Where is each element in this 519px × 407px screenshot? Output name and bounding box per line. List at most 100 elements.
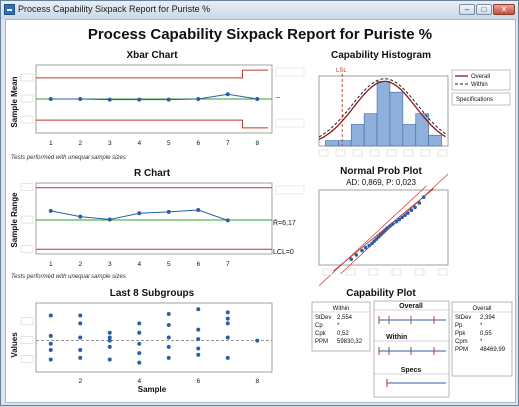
title-bar[interactable]: Process Capability Sixpack Report for Pu… (1, 1, 518, 19)
subgroups-xtick-label: 8 (255, 378, 259, 385)
normplot-point (367, 243, 371, 248)
subgroups-point (78, 321, 83, 326)
subgroups-point (166, 344, 171, 349)
subgroups-point (255, 338, 260, 343)
rchart-point (166, 209, 171, 214)
stat-label-ppm: PPM (455, 347, 468, 353)
within-stats-header: Within (333, 306, 350, 312)
stat-value-cpm: * (480, 339, 483, 345)
cap-panel-specs-label: Specs (401, 367, 422, 374)
minimize-button[interactable]: – (459, 4, 475, 15)
stat-value-stdev: 2,394 (480, 315, 496, 321)
subgroups-ytick-box (20, 317, 34, 326)
rchart-ylabel: Sample Range (10, 192, 19, 248)
xbar-test-note: Tests performed with unequal sample size… (11, 155, 126, 161)
histogram-legend-box (451, 69, 511, 91)
normplot-point (409, 208, 414, 212)
subgroups-point (78, 355, 83, 360)
subgroups-point (137, 330, 142, 335)
rchart-xtick-label: 4 (137, 261, 141, 268)
normplot-xtick-box (437, 268, 448, 276)
subgroups-point (166, 335, 171, 340)
histogram-marks (318, 74, 446, 147)
histogram-xtick-box (420, 149, 431, 157)
subgroups-point (225, 316, 230, 321)
subgroups-point (225, 335, 230, 340)
rchart-ytick-box (20, 245, 34, 253)
subgroups-point (107, 338, 112, 343)
subgroups-point (196, 352, 201, 357)
histogram-xtick-box (352, 149, 363, 157)
normplot-point (400, 215, 404, 220)
normplot-point (394, 219, 399, 224)
capability-title: Capability Plot (346, 288, 416, 299)
xbar-point (137, 97, 142, 102)
xbar-point (255, 97, 260, 101)
stat-value-ppm: 48469,99 (480, 347, 506, 353)
subgroups-marks (36, 307, 272, 365)
subgroups-point (137, 351, 142, 356)
subgroups-title: Last 8 Subgroups (110, 288, 195, 299)
subgroups-point (137, 321, 142, 326)
xbar-xtick-label: 6 (196, 140, 200, 147)
histogram-xtick-box (318, 149, 329, 157)
stat-value-ppk: 0,55 (480, 331, 492, 337)
stat-value-ppm: 59830,32 (337, 339, 363, 345)
subgroups-ytick-box (20, 336, 34, 344)
subgroups-point (48, 357, 53, 362)
maximize-button[interactable]: □ (476, 4, 492, 15)
xbar-ytick-box (20, 94, 34, 103)
xbar-point (225, 92, 230, 97)
normplot-point (421, 195, 426, 200)
subgroups-point (48, 341, 53, 346)
xbar-point (48, 97, 53, 101)
normplot-marks (318, 173, 449, 286)
histogram-lsl-label: LSL (336, 68, 347, 74)
legend-within-label: Within (471, 82, 488, 88)
report-canvas: Process Capability Sixpack Report for Pu… (5, 19, 516, 403)
stat-value-cp: * (337, 323, 340, 329)
subgroups-point (48, 313, 53, 318)
normplot-point (354, 253, 359, 257)
xbar-xtick-label: 2 (78, 140, 82, 147)
histogram-x-ticks (318, 149, 448, 157)
subgroups-ytick-box (20, 355, 34, 363)
specifications-box (451, 92, 511, 106)
rchart-ucl-label-box (275, 185, 305, 195)
xbar-point (166, 97, 171, 102)
normplot-xtick-box (391, 268, 402, 276)
normplot-point (388, 224, 392, 228)
subgroups-xtick-label: 6 (196, 378, 200, 385)
subgroups-point (225, 355, 230, 360)
stat-value-cpk: 0,52 (337, 331, 349, 337)
stat-label-pp: Pp (455, 323, 463, 329)
xbar-xtick-label: 5 (167, 140, 171, 147)
close-button[interactable]: ✕ (493, 4, 515, 15)
normplot-plot-area (318, 189, 449, 266)
xbar-series-line (50, 93, 258, 101)
subgroups-point (196, 307, 201, 312)
subgroups-point (166, 322, 171, 327)
report-title: Process Capability Sixpack Report for Pu… (88, 26, 432, 43)
rchart-marks (36, 187, 272, 250)
normplot-point (391, 222, 395, 226)
stat-label-cpm: Cpm (455, 339, 468, 345)
subgroups-y-ticks (20, 317, 34, 363)
rchart-xtick-label: 6 (196, 261, 200, 268)
rchart-xtick-label: 5 (167, 261, 171, 268)
normplot-point (385, 226, 389, 231)
xbar-xtick-label: 4 (137, 140, 141, 147)
normplot-xtick-box (368, 268, 379, 276)
subgroups-point (107, 330, 112, 335)
rchart-xtick-label: 3 (108, 261, 112, 268)
histogram-xtick-box (386, 149, 397, 157)
stat-value-pp: * (480, 323, 483, 329)
stat-label-cpk: Cpk (315, 331, 327, 337)
subgroups-point (196, 327, 201, 332)
subgroups-x-ticks: 2 4 6 8 (78, 378, 259, 385)
xbar-xtick-label: 1 (49, 140, 53, 147)
stat-label-stdev: StDev (455, 315, 471, 321)
cap-within-interval (378, 347, 446, 355)
subgroups-xlabel: Sample (138, 385, 167, 394)
xbar-ylabel: Sample Mean (10, 76, 19, 127)
